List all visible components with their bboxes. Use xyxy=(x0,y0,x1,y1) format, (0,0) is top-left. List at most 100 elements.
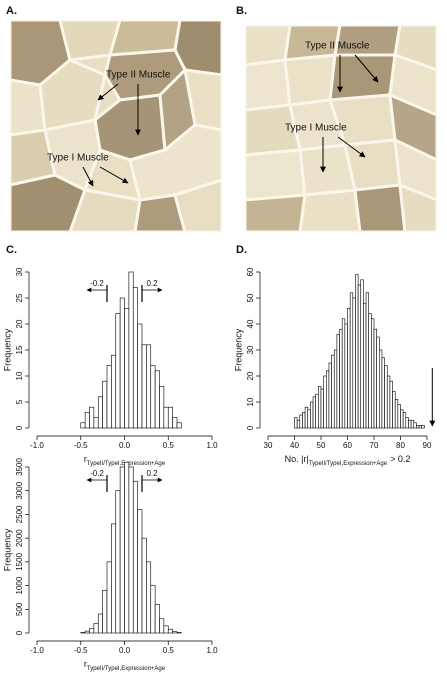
bar xyxy=(146,561,152,634)
bar xyxy=(294,417,298,429)
bar xyxy=(137,323,143,429)
micrograph: Type II Muscle Type I Muscle xyxy=(10,20,222,232)
y-tick-label: 3000 xyxy=(15,481,24,499)
x-label-main: r xyxy=(84,659,87,669)
bar xyxy=(418,425,422,429)
x-tick-label: 60 xyxy=(343,441,352,450)
bar xyxy=(408,419,412,429)
bar xyxy=(302,412,306,429)
bar xyxy=(159,618,165,634)
bar xyxy=(106,561,112,634)
bar xyxy=(402,412,407,429)
bar xyxy=(416,425,420,429)
bar xyxy=(320,388,324,429)
x-tick-label: -0.5 xyxy=(74,441,88,450)
panel-label: C. xyxy=(6,244,17,256)
threshold-label: -0.2 xyxy=(90,469,104,478)
bar xyxy=(410,419,415,429)
y-tick-label: 50 xyxy=(246,293,255,302)
bar xyxy=(392,391,396,429)
bar xyxy=(97,396,103,429)
y-tick-label: 10 xyxy=(15,371,24,380)
bar xyxy=(128,466,134,634)
y-axis-label: Frequency xyxy=(2,528,12,571)
bar xyxy=(119,297,125,429)
micrograph: Type II Muscle Type I Muscle xyxy=(245,25,437,232)
bar xyxy=(376,336,380,429)
bar xyxy=(365,292,369,429)
y-tick-label: 30 xyxy=(246,345,255,354)
y-tick-label: 500 xyxy=(15,602,24,616)
bar xyxy=(341,318,346,429)
bar xyxy=(421,425,425,429)
threshold-label: 0.2 xyxy=(146,469,158,478)
x-label-sub: TypeII/TypeI,Expression+Age xyxy=(309,461,388,467)
threshold-label: 0.2 xyxy=(146,279,158,288)
bar xyxy=(349,292,354,429)
bar xyxy=(397,404,401,429)
y-tick-label: 1500 xyxy=(15,552,24,570)
y-tick-label: 25 xyxy=(15,293,24,302)
bar xyxy=(154,370,160,429)
x-tick-label: 0.5 xyxy=(163,646,175,655)
bar xyxy=(137,509,143,634)
x-tick-label: 30 xyxy=(264,441,273,450)
bar xyxy=(132,287,138,429)
bar xyxy=(357,284,362,429)
bar xyxy=(119,466,125,634)
bar xyxy=(386,375,391,429)
bar xyxy=(405,417,409,429)
threshold-label: -0.2 xyxy=(90,279,104,288)
y-tick-label: 0 xyxy=(15,425,24,430)
bar xyxy=(352,297,356,429)
y-tick-label: 40 xyxy=(246,319,255,328)
bar xyxy=(323,375,327,429)
y-tick-label: 3500 xyxy=(15,458,24,476)
y-tick-label: 15 xyxy=(15,345,24,354)
bar xyxy=(339,328,343,429)
bar xyxy=(347,308,351,429)
bar xyxy=(150,365,156,429)
x-tick-label: -0.5 xyxy=(74,646,88,655)
x-tick-label: 80 xyxy=(396,441,405,450)
bar xyxy=(141,344,147,429)
bar xyxy=(336,334,340,429)
x-tick-label: 40 xyxy=(290,441,299,450)
bar xyxy=(80,422,86,429)
bar xyxy=(363,302,367,429)
bar xyxy=(315,393,319,429)
x-label-main: No. |r| xyxy=(285,454,309,464)
bar xyxy=(172,631,178,634)
bar xyxy=(400,409,404,429)
annotation: Type I Muscle xyxy=(47,153,109,164)
bar xyxy=(111,523,117,634)
x-label-sub: TypeII/TypeI,Expression+Age xyxy=(87,666,166,672)
arrow xyxy=(97,83,119,101)
y-tick-label: 60 xyxy=(246,267,255,276)
bar xyxy=(163,406,169,429)
arrow xyxy=(82,166,94,187)
x-tick-label: -1.0 xyxy=(30,441,44,450)
x-tick-label: 0.0 xyxy=(119,441,131,450)
panel-label: D. xyxy=(236,244,247,256)
y-tick-label: 20 xyxy=(246,371,255,380)
bar xyxy=(304,406,309,429)
bar xyxy=(97,613,103,634)
y-tick-label: 30 xyxy=(15,267,24,276)
bar xyxy=(89,406,95,429)
x-tick-label: 0.0 xyxy=(119,646,131,655)
x-tick-label: 1.0 xyxy=(206,441,218,450)
bar xyxy=(93,417,99,429)
x-tick-label: 70 xyxy=(370,441,379,450)
bar xyxy=(124,461,130,634)
bar xyxy=(307,409,311,429)
bar xyxy=(389,380,393,429)
bar xyxy=(368,313,372,429)
bar xyxy=(150,585,156,634)
bar xyxy=(176,422,182,429)
bar xyxy=(128,271,134,429)
bar xyxy=(159,386,165,429)
bar xyxy=(299,414,303,429)
annotation: Type II Muscle xyxy=(106,70,171,81)
